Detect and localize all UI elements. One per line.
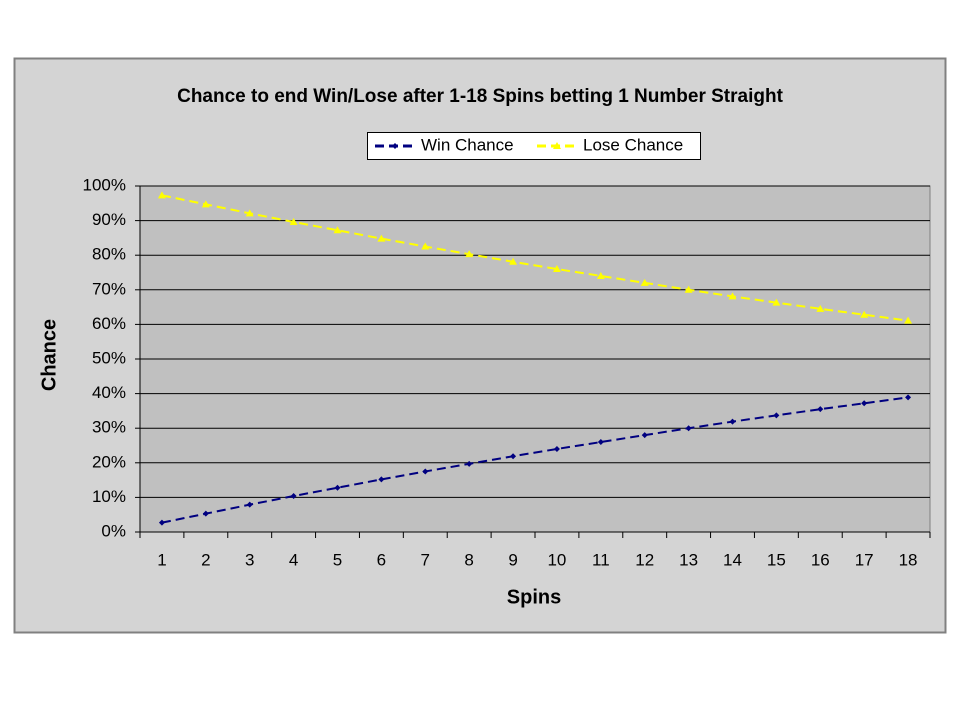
marker xyxy=(904,316,913,324)
y-tick-label: 70% xyxy=(92,279,126,298)
y-tick-label: 20% xyxy=(92,452,126,471)
y-axis-title: Chance xyxy=(38,319,60,391)
marker xyxy=(552,265,561,273)
x-tick-label: 7 xyxy=(421,550,430,569)
y-tick-label: 50% xyxy=(92,348,126,367)
marker xyxy=(158,519,165,526)
marker xyxy=(817,406,824,413)
y-tick-label: 80% xyxy=(92,245,126,264)
x-tick-label: 15 xyxy=(767,550,786,569)
marker xyxy=(772,298,781,306)
x-tick-label: 8 xyxy=(464,550,473,569)
x-tick-label: 2 xyxy=(201,550,210,569)
x-tick-label: 5 xyxy=(333,550,342,569)
marker xyxy=(641,432,648,439)
marker xyxy=(685,425,692,432)
x-tick-label: 11 xyxy=(592,550,610,569)
marker xyxy=(729,418,736,425)
x-tick-label: 13 xyxy=(679,550,698,569)
x-tick-label: 18 xyxy=(899,550,918,569)
marker xyxy=(640,278,649,286)
legend xyxy=(367,132,701,160)
x-tick-label: 16 xyxy=(811,550,830,569)
marker xyxy=(289,217,298,225)
marker xyxy=(816,304,825,312)
marker xyxy=(684,285,693,293)
marker xyxy=(597,439,604,446)
marker xyxy=(860,310,869,318)
legend-label: Win Chance xyxy=(421,135,514,154)
marker xyxy=(861,400,868,407)
marker xyxy=(201,200,210,208)
y-tick-label: 0% xyxy=(101,521,126,540)
marker xyxy=(202,510,209,517)
legend-label: Lose Chance xyxy=(583,135,683,154)
marker xyxy=(290,493,297,500)
x-tick-label: 4 xyxy=(289,550,298,569)
marker xyxy=(596,271,605,279)
marker xyxy=(553,445,560,452)
y-tick-label: 60% xyxy=(92,314,126,333)
marker xyxy=(378,476,385,483)
marker xyxy=(422,468,429,475)
x-axis-title: Spins xyxy=(507,586,561,608)
marker xyxy=(157,191,166,199)
x-tick-label: 9 xyxy=(508,550,517,569)
marker xyxy=(246,501,253,508)
x-tick-label: 1 xyxy=(157,550,166,569)
marker xyxy=(377,234,386,242)
marker xyxy=(466,460,473,467)
series-line xyxy=(161,396,909,524)
y-tick-label: 30% xyxy=(92,418,126,437)
x-tick-label: 10 xyxy=(547,550,566,569)
marker xyxy=(245,209,254,217)
y-tick-label: 10% xyxy=(92,487,126,506)
series-line xyxy=(161,194,909,322)
marker xyxy=(465,250,474,258)
x-tick-label: 3 xyxy=(245,550,254,569)
marker xyxy=(421,242,430,250)
marker xyxy=(333,226,342,234)
marker xyxy=(392,143,398,149)
marker xyxy=(905,394,912,401)
x-tick-label: 14 xyxy=(723,550,742,569)
marker xyxy=(334,484,341,491)
marker xyxy=(773,412,780,419)
x-tick-label: 17 xyxy=(855,550,874,569)
x-tick-label: 12 xyxy=(635,550,654,569)
y-tick-label: 90% xyxy=(92,210,126,229)
marker xyxy=(553,142,561,149)
y-tick-label: 100% xyxy=(83,175,126,194)
marker xyxy=(509,257,518,265)
marker xyxy=(510,453,517,460)
chart-title: Chance to end Win/Lose after 1-18 Spins … xyxy=(177,86,783,107)
marker xyxy=(728,292,737,300)
y-tick-label: 40% xyxy=(92,383,126,402)
x-tick-label: 6 xyxy=(377,550,386,569)
